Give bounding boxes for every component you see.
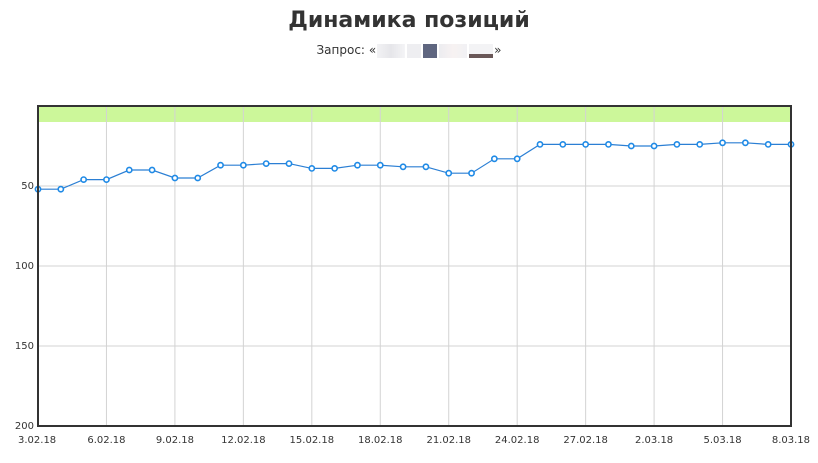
query-line: Запрос: « » xyxy=(0,43,818,58)
query-redacted xyxy=(376,43,494,58)
y-tick-label: 50 xyxy=(21,181,34,192)
data-point xyxy=(468,169,475,177)
data-point xyxy=(719,139,726,147)
data-point xyxy=(262,160,270,167)
data-point xyxy=(605,140,612,148)
data-point xyxy=(764,140,772,148)
data-point xyxy=(536,140,544,148)
data-point xyxy=(422,163,430,171)
data-point xyxy=(650,142,658,150)
data-point xyxy=(513,155,521,163)
data-point xyxy=(125,166,133,174)
data-point xyxy=(217,161,224,169)
query-open-quote: « xyxy=(368,43,377,57)
y-tick-label: 100 xyxy=(15,261,34,272)
x-tick-label: 8.03.18 xyxy=(772,435,810,446)
plot-frame xyxy=(37,105,792,427)
x-tick-label: 6.02.18 xyxy=(87,435,125,446)
x-tick-label: 15.02.18 xyxy=(290,435,335,446)
data-point xyxy=(741,139,749,147)
x-tick-label: 2.03.18 xyxy=(635,435,673,446)
data-point xyxy=(57,185,65,193)
data-point xyxy=(80,176,88,183)
data-point xyxy=(194,174,202,182)
x-tick-label: 3.02.18 xyxy=(18,435,56,446)
data-point xyxy=(582,140,590,148)
data-point xyxy=(627,142,635,150)
data-point xyxy=(376,161,384,169)
x-tick-label: 18.02.18 xyxy=(358,435,403,446)
data-point xyxy=(354,161,361,169)
query-prefix: Запрос: xyxy=(316,43,365,57)
data-point xyxy=(559,140,567,148)
data-point xyxy=(673,140,681,148)
y-tick-label: 200 xyxy=(15,421,34,432)
x-tick-label: 21.02.18 xyxy=(426,435,471,446)
top-positions-band xyxy=(38,106,791,122)
x-tick-label: 9.02.18 xyxy=(156,435,194,446)
data-point xyxy=(148,166,156,174)
chart-title: Динамика позиций xyxy=(288,8,530,33)
data-point xyxy=(399,163,407,171)
data-point xyxy=(239,161,247,169)
data-point xyxy=(696,140,704,148)
y-tick-label: 150 xyxy=(15,341,34,352)
data-point xyxy=(308,164,316,172)
data-point xyxy=(490,155,498,163)
x-tick-label: 27.02.18 xyxy=(563,435,608,446)
data-point xyxy=(285,160,293,167)
data-point xyxy=(331,164,339,172)
x-tick-label: 12.02.18 xyxy=(221,435,266,446)
query-close-quote: » xyxy=(494,43,502,57)
series-line xyxy=(38,142,791,190)
data-point xyxy=(103,176,110,183)
data-point xyxy=(171,174,179,182)
x-tick-label: 24.02.18 xyxy=(495,435,540,446)
x-tick-label: 5.03.18 xyxy=(703,435,741,446)
data-point xyxy=(445,169,453,177)
